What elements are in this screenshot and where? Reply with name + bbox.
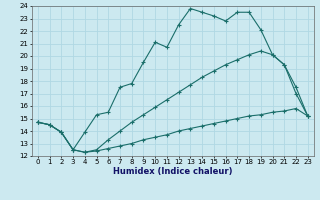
X-axis label: Humidex (Indice chaleur): Humidex (Indice chaleur): [113, 167, 233, 176]
